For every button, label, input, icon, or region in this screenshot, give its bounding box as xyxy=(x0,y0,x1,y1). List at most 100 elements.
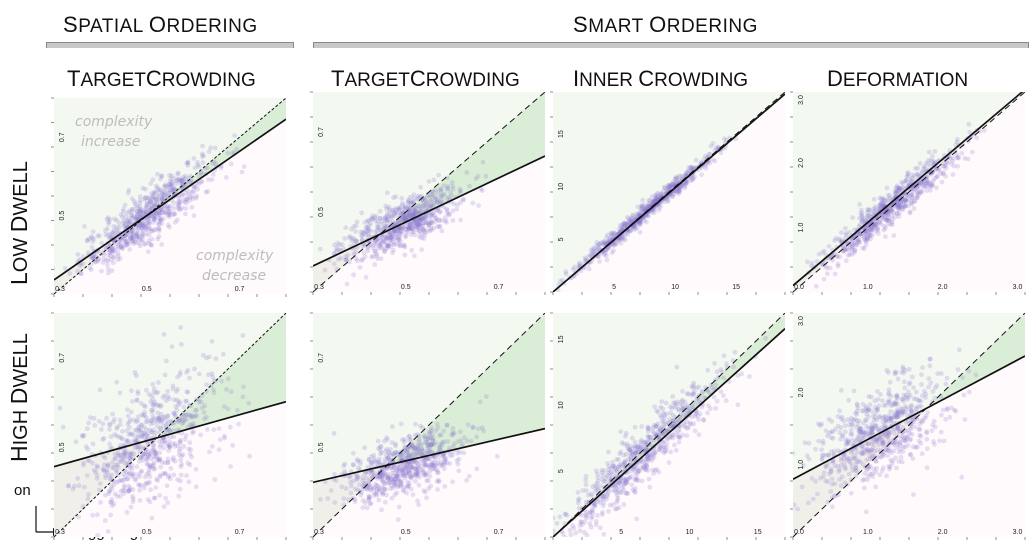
scatter-point xyxy=(383,216,389,222)
scatter-point xyxy=(354,219,360,225)
scatter-point xyxy=(832,271,838,277)
scatter-point xyxy=(877,206,883,212)
scatter-point xyxy=(168,434,174,440)
scatter-point xyxy=(85,446,91,452)
scatter-point xyxy=(667,433,673,439)
scatter-point xyxy=(335,240,341,246)
scatter-point xyxy=(641,464,646,470)
scatter-point xyxy=(480,159,486,165)
scatter-point xyxy=(821,248,827,254)
scatter-point xyxy=(413,445,418,451)
scatter-point xyxy=(413,478,418,484)
scatter-point xyxy=(148,200,153,206)
scatter-point xyxy=(150,442,156,448)
scatter-point xyxy=(386,450,392,456)
scatter-point xyxy=(106,489,112,494)
scatter-point xyxy=(639,205,644,211)
scatter-point xyxy=(415,222,421,228)
scatter-point xyxy=(155,193,161,199)
scatter-point xyxy=(865,477,870,483)
scatter-point xyxy=(584,509,590,515)
scatter-point xyxy=(837,408,842,414)
scatter-point xyxy=(661,199,667,205)
scatter-point xyxy=(648,438,653,444)
scatter-point xyxy=(409,213,415,219)
scatter-point xyxy=(813,283,819,289)
scatter-point xyxy=(853,236,859,242)
scatter-point xyxy=(171,211,177,216)
scatter-point xyxy=(138,400,144,406)
spatial-ordering-bracket xyxy=(46,42,294,48)
scatter-point xyxy=(917,181,923,187)
scatter-point xyxy=(122,460,128,466)
scatter-point xyxy=(191,421,196,426)
scatter-point xyxy=(409,200,414,206)
scatter-point xyxy=(651,431,657,436)
scatter-point xyxy=(150,427,156,433)
scatter-point xyxy=(448,453,453,458)
scatter-point xyxy=(165,421,171,427)
scatter-point xyxy=(415,432,421,438)
scatter-point xyxy=(401,466,406,471)
scatter-point xyxy=(617,451,623,457)
scatter-point xyxy=(610,463,616,469)
scatter-point xyxy=(101,256,107,262)
scatter-point xyxy=(440,462,446,468)
scatter-point xyxy=(908,178,913,184)
scatter-point xyxy=(423,472,429,477)
scatter-point xyxy=(866,225,872,231)
scatter-point xyxy=(207,449,212,455)
scatter-point xyxy=(398,482,404,488)
scatter-point xyxy=(627,219,632,225)
scatter-point xyxy=(881,441,886,446)
scatter-point xyxy=(685,407,691,413)
scatter-point xyxy=(410,212,415,217)
scatter-point xyxy=(109,486,115,492)
scatter-point xyxy=(735,373,741,378)
scatter-point xyxy=(368,487,374,493)
scatter-point xyxy=(928,380,934,386)
scatter-point xyxy=(865,228,870,233)
scatter-point xyxy=(689,176,694,182)
scatter-point xyxy=(177,177,182,182)
scatter-point xyxy=(412,471,418,477)
scatter-point xyxy=(403,216,409,222)
scatter-point xyxy=(859,218,865,224)
scatter-point xyxy=(389,234,395,240)
scatter-point xyxy=(374,486,380,492)
scatter-point xyxy=(86,492,91,497)
scatter-point xyxy=(372,249,378,254)
scatter-point xyxy=(605,232,611,238)
scatter-point xyxy=(943,163,949,169)
scatter-point xyxy=(130,231,136,236)
scatter-point xyxy=(642,218,647,224)
scatter-point xyxy=(861,435,867,441)
scatter-point xyxy=(578,519,584,525)
scatter-point xyxy=(137,236,143,242)
scatter-point xyxy=(898,204,904,210)
scatter-point xyxy=(411,201,416,207)
scatter-point xyxy=(617,237,622,243)
scatter-point xyxy=(107,231,113,237)
scatter-point xyxy=(649,458,654,464)
scatter-point xyxy=(191,184,197,189)
scatter-point xyxy=(193,195,199,201)
scatter-point xyxy=(410,221,416,227)
scatter-point xyxy=(465,422,471,428)
scatter-point xyxy=(913,166,918,171)
scatter-point xyxy=(850,241,856,246)
scatter-point xyxy=(629,450,635,456)
scatter-point xyxy=(60,424,66,430)
scatter-point xyxy=(112,417,117,422)
scatter-point xyxy=(384,447,390,452)
scatter-point xyxy=(171,455,176,461)
scatter-point xyxy=(412,205,417,211)
scatter-point xyxy=(641,206,647,212)
scatter-point xyxy=(129,466,135,471)
scatter-point xyxy=(123,239,129,245)
scatter-point xyxy=(344,281,350,287)
scatter-point xyxy=(410,208,416,213)
scatter-point xyxy=(407,194,413,200)
scatter-point xyxy=(437,444,443,450)
scatter-point xyxy=(650,428,656,434)
